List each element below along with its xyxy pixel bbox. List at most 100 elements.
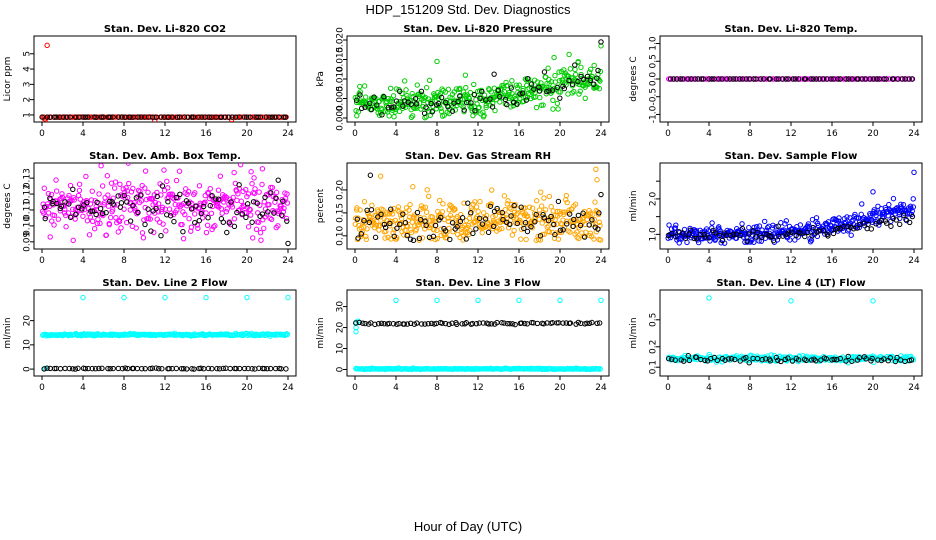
point xyxy=(418,321,425,327)
point xyxy=(272,114,278,120)
point xyxy=(376,112,383,119)
point xyxy=(92,366,99,372)
y-tick-label: 0.2 xyxy=(649,340,659,354)
x-tick-label: 8 xyxy=(747,129,753,139)
point xyxy=(668,230,675,237)
point xyxy=(570,223,576,230)
point xyxy=(511,227,517,234)
point xyxy=(764,225,771,231)
point xyxy=(522,94,529,100)
point xyxy=(837,355,844,362)
point xyxy=(482,216,489,222)
x-tick-label: 8 xyxy=(434,256,440,266)
point xyxy=(139,365,145,372)
point xyxy=(181,114,188,120)
point xyxy=(184,366,190,372)
point xyxy=(536,88,543,94)
point xyxy=(167,213,174,219)
point xyxy=(58,203,65,209)
point xyxy=(716,232,723,239)
point xyxy=(212,196,219,202)
point xyxy=(381,321,387,327)
point xyxy=(100,212,106,219)
point xyxy=(491,223,497,229)
point xyxy=(876,219,882,225)
point xyxy=(381,94,387,100)
point xyxy=(245,224,252,230)
point xyxy=(216,366,223,372)
point xyxy=(91,114,97,120)
point xyxy=(461,107,467,113)
point xyxy=(524,321,530,327)
x-tick-label: 24 xyxy=(282,129,294,139)
point xyxy=(709,76,715,82)
point xyxy=(465,200,471,206)
point xyxy=(161,187,168,194)
x-tick-label: 8 xyxy=(747,383,753,393)
point xyxy=(491,71,497,77)
point xyxy=(263,114,269,120)
point xyxy=(409,113,416,119)
point xyxy=(413,101,420,107)
point xyxy=(724,76,730,82)
point xyxy=(60,114,67,120)
point xyxy=(834,356,840,363)
point xyxy=(575,78,581,85)
point xyxy=(452,206,458,213)
point xyxy=(100,114,106,120)
point xyxy=(851,76,858,82)
point xyxy=(121,192,127,199)
point xyxy=(865,221,871,227)
point xyxy=(367,100,373,107)
x-tick-label: 8 xyxy=(434,383,440,393)
point xyxy=(110,195,116,201)
point xyxy=(531,86,537,92)
point xyxy=(868,226,875,232)
point xyxy=(569,81,576,87)
point xyxy=(548,213,554,220)
x-tick-label: 4 xyxy=(80,129,86,139)
point xyxy=(499,225,505,232)
point xyxy=(226,220,232,226)
data-points xyxy=(40,294,291,372)
point xyxy=(107,114,113,120)
point xyxy=(456,86,462,93)
point xyxy=(116,114,122,120)
y-tick-label: 20 xyxy=(336,322,346,334)
point xyxy=(65,210,72,216)
point xyxy=(245,191,252,197)
point xyxy=(423,104,429,110)
x-tick-label: 0 xyxy=(39,383,45,393)
point xyxy=(591,62,597,69)
point xyxy=(284,191,290,197)
point xyxy=(488,89,494,95)
point xyxy=(556,208,563,215)
point xyxy=(591,216,597,223)
point xyxy=(173,194,179,201)
point xyxy=(215,196,222,202)
point xyxy=(267,365,274,372)
point xyxy=(893,217,900,223)
point xyxy=(737,76,743,82)
point xyxy=(488,187,495,193)
point xyxy=(241,114,248,120)
point xyxy=(397,221,403,228)
panel-6: Stan. Dev. Sample Flow ml/min 0 4 8 12 16 20 24 1… xyxy=(629,151,923,266)
point xyxy=(241,203,247,210)
point xyxy=(557,297,563,303)
point xyxy=(894,354,900,361)
x-tick-label: 20 xyxy=(554,256,566,266)
x-tick-label: 20 xyxy=(867,129,879,139)
point xyxy=(565,91,571,97)
point xyxy=(272,365,279,372)
point xyxy=(408,114,415,120)
point xyxy=(411,215,417,221)
y-tick-label: 4 xyxy=(23,66,33,72)
point xyxy=(424,187,430,193)
point xyxy=(172,201,178,208)
point xyxy=(746,231,752,237)
point xyxy=(195,225,201,232)
point xyxy=(275,223,281,229)
point xyxy=(539,220,545,226)
point xyxy=(355,109,362,115)
